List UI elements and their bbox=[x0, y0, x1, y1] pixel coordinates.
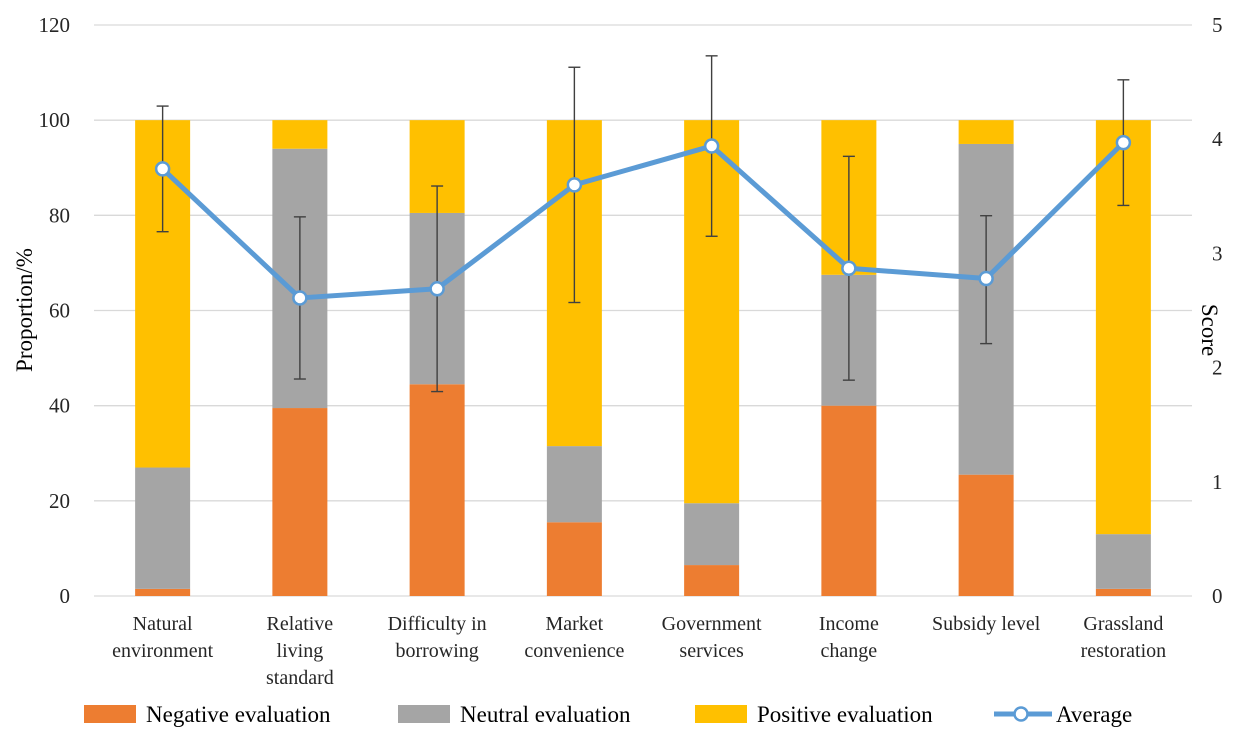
average-point bbox=[566, 177, 583, 193]
category-label: Subsidy level bbox=[932, 613, 1041, 635]
legend-label-negative: Negative evaluation bbox=[146, 702, 331, 727]
category-label: Difficulty in borrowing bbox=[388, 613, 487, 662]
category-label: Government services bbox=[662, 613, 762, 662]
bar-neutral bbox=[1095, 534, 1151, 589]
category-label: Grassland restoration bbox=[1081, 613, 1167, 662]
average-point bbox=[841, 260, 857, 276]
bar-neutral bbox=[684, 503, 740, 566]
average-point bbox=[429, 281, 445, 297]
category-labels: Natural environment Relative living standard… bbox=[112, 613, 1166, 689]
bar-negative bbox=[546, 522, 602, 596]
legend-swatch-negative bbox=[84, 705, 136, 723]
bar-neutral bbox=[546, 446, 602, 523]
y-tick-label: 100 bbox=[39, 108, 71, 132]
category-label: Natural environment bbox=[112, 613, 214, 662]
category-label: Income change bbox=[819, 613, 879, 662]
bar-negative bbox=[958, 474, 1014, 596]
legend-swatch-positive bbox=[695, 705, 747, 723]
bar-negative bbox=[272, 408, 328, 596]
y2-tick-label: 5 bbox=[1212, 13, 1223, 37]
average-line bbox=[160, 140, 1126, 301]
gridlines bbox=[94, 24, 1192, 597]
category-label: Relative living standard bbox=[266, 613, 334, 689]
bar-negative bbox=[1095, 588, 1151, 596]
y-tick-label: 40 bbox=[49, 394, 70, 418]
average-line-group bbox=[154, 134, 1132, 306]
legend-label-positive: Positive evaluation bbox=[757, 702, 933, 727]
y2-axis-title: Score bbox=[1197, 304, 1222, 356]
average-point bbox=[978, 270, 994, 287]
average-point bbox=[292, 290, 308, 306]
legend-marker-average bbox=[1013, 706, 1029, 722]
legend-label-neutral: Neutral evaluation bbox=[460, 702, 631, 727]
average-point bbox=[1115, 134, 1132, 151]
bar-negative bbox=[409, 384, 465, 596]
bar-negative bbox=[821, 405, 877, 596]
legend-swatch-neutral bbox=[398, 705, 450, 723]
y-tick-label: 80 bbox=[49, 203, 70, 227]
y2-tick-label: 4 bbox=[1212, 127, 1223, 151]
bar-positive bbox=[272, 120, 328, 149]
legend: Negative evaluation Neutral evaluation Pos… bbox=[84, 702, 1132, 727]
right-axis-ticks: 0 1 2 3 4 5 bbox=[1212, 13, 1223, 608]
y2-tick-label: 0 bbox=[1212, 584, 1223, 608]
average-point bbox=[154, 161, 171, 177]
y-axis-title: Proportion/% bbox=[12, 248, 37, 372]
bar-positive bbox=[958, 120, 1014, 144]
y-tick-label: 20 bbox=[49, 489, 70, 513]
bar-neutral bbox=[135, 467, 191, 589]
stacked-bars bbox=[135, 120, 1151, 596]
left-axis-ticks: 0 20 40 60 80 100 120 bbox=[39, 13, 71, 608]
y2-tick-label: 2 bbox=[1212, 356, 1223, 380]
y-tick-label: 120 bbox=[39, 13, 71, 37]
average-point bbox=[703, 138, 720, 154]
y-tick-label: 0 bbox=[60, 584, 71, 608]
bar-negative bbox=[684, 565, 740, 596]
bar-negative bbox=[135, 588, 191, 596]
y-tick-label: 60 bbox=[49, 299, 70, 323]
y2-tick-label: 3 bbox=[1212, 241, 1223, 265]
y2-tick-label: 1 bbox=[1212, 470, 1223, 494]
legend-label-average: Average bbox=[1056, 702, 1132, 727]
category-label: Market convenience bbox=[524, 613, 624, 662]
